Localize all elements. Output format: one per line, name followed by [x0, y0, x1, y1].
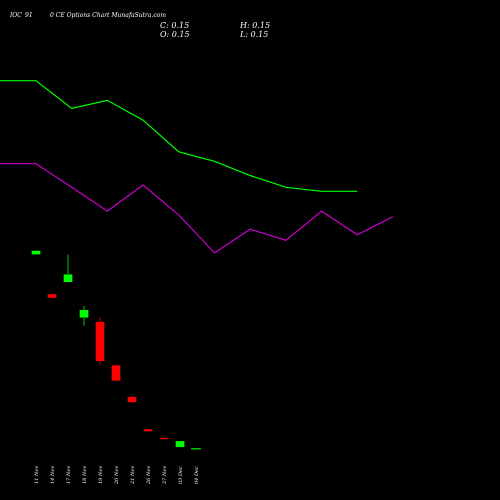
- close-value: C: 0.15: [160, 21, 190, 30]
- candle-body: [143, 428, 153, 432]
- candle-body: [175, 440, 185, 448]
- x-tick-label: 21 Nov: [130, 466, 136, 485]
- high-value: H: 0.15: [240, 21, 271, 30]
- candle-6: [127, 395, 137, 404]
- x-tick-label: 04 Dec: [194, 466, 200, 484]
- candle-body: [111, 364, 121, 382]
- ma-slow-line: [0, 163, 394, 254]
- candle-0: [31, 250, 41, 255]
- candle-2: [63, 254, 73, 283]
- chart-title: 0 CE Options Chart MunafaSutra.com: [50, 12, 167, 19]
- candle-1: [47, 293, 57, 299]
- x-tick-label: 18 Nov: [82, 466, 88, 484]
- open-value: O: 0.15: [160, 30, 190, 39]
- symbol-label: IOC: [10, 12, 22, 19]
- candle-7: [143, 428, 153, 433]
- candle-5: [111, 364, 121, 382]
- candle-body: [159, 437, 169, 440]
- x-tick-label: 17 Nov: [66, 466, 72, 484]
- x-axis-ticks: 11 Nov 14 Nov 17 Nov 18 Nov 19 Nov 20 Nov 21 N…: [34, 466, 200, 485]
- candles-layer: [31, 250, 202, 450]
- candle-body: [63, 274, 73, 283]
- candle-body: [127, 396, 137, 403]
- x-tick-label: 20 Nov: [114, 466, 120, 485]
- ma-fast-line: [0, 80, 358, 192]
- candle-body: [190, 447, 202, 450]
- x-tick-label: 11 Nov: [34, 466, 40, 484]
- x-tick-label: 14 Nov: [50, 466, 56, 484]
- moving-average-layer: [0, 80, 394, 254]
- candle-4: [95, 317, 105, 366]
- x-tick-label: 19 Nov: [98, 466, 104, 484]
- candle-body: [79, 309, 89, 318]
- candle-body: [95, 321, 105, 362]
- candle-8: [159, 436, 169, 440]
- x-tick-label: 27 Nov: [162, 466, 168, 485]
- x-tick-label: 26 Nov: [146, 466, 152, 485]
- candle-3: [79, 305, 89, 326]
- candle-9: [175, 440, 185, 448]
- x-tick-label: 03 Dec: [178, 466, 184, 484]
- low-value: L: 0.15: [240, 30, 269, 39]
- candle-10: [190, 447, 202, 450]
- strike-label: 91: [25, 12, 33, 19]
- candle-body: [47, 293, 57, 299]
- candle-body: [31, 250, 41, 255]
